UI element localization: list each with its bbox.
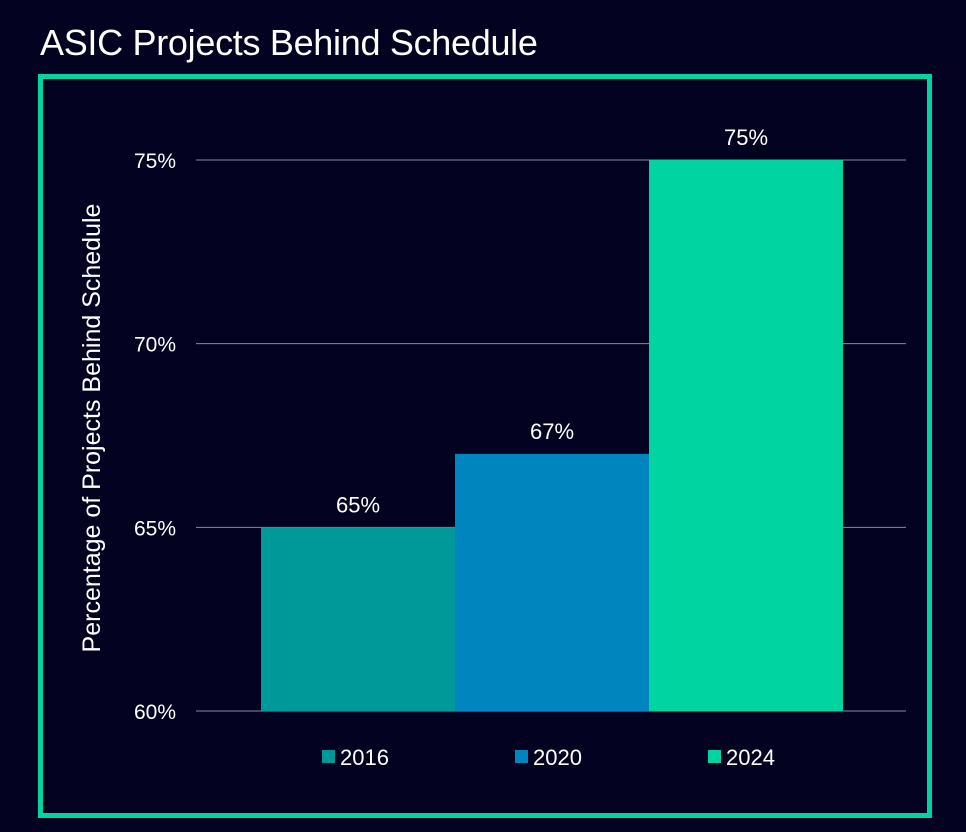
data-label-2024: 75% <box>724 125 768 150</box>
bar-2016 <box>261 527 455 711</box>
y-tick-label: 70% <box>134 334 176 357</box>
chart-title: ASIC Projects Behind Schedule <box>40 22 538 63</box>
legend-label-2020: 2020 <box>533 745 582 770</box>
bars <box>261 160 843 711</box>
chart-frame <box>38 74 932 818</box>
legend-label-2016: 2016 <box>340 745 389 770</box>
y-tick-label: 65% <box>134 517 176 540</box>
y-tick-label: 60% <box>134 701 176 724</box>
legend-swatch-2020 <box>515 750 528 763</box>
bar-2024 <box>649 160 843 711</box>
y-axis-title: Percentage of Projects Behind Schedule <box>78 204 106 653</box>
legend: 2016 2020 2024 <box>322 745 775 770</box>
data-labels: 65% 67% 75% <box>336 125 768 517</box>
y-tick-labels: 60% 65% 70% 75% <box>134 150 176 724</box>
bar-2020 <box>455 453 649 711</box>
legend-swatch-2016 <box>322 750 335 763</box>
y-tick-label: 75% <box>134 150 176 173</box>
legend-swatch-2024 <box>708 750 721 763</box>
legend-label-2024: 2024 <box>726 745 775 770</box>
data-label-2020: 67% <box>530 419 574 444</box>
data-label-2016: 65% <box>336 492 380 517</box>
